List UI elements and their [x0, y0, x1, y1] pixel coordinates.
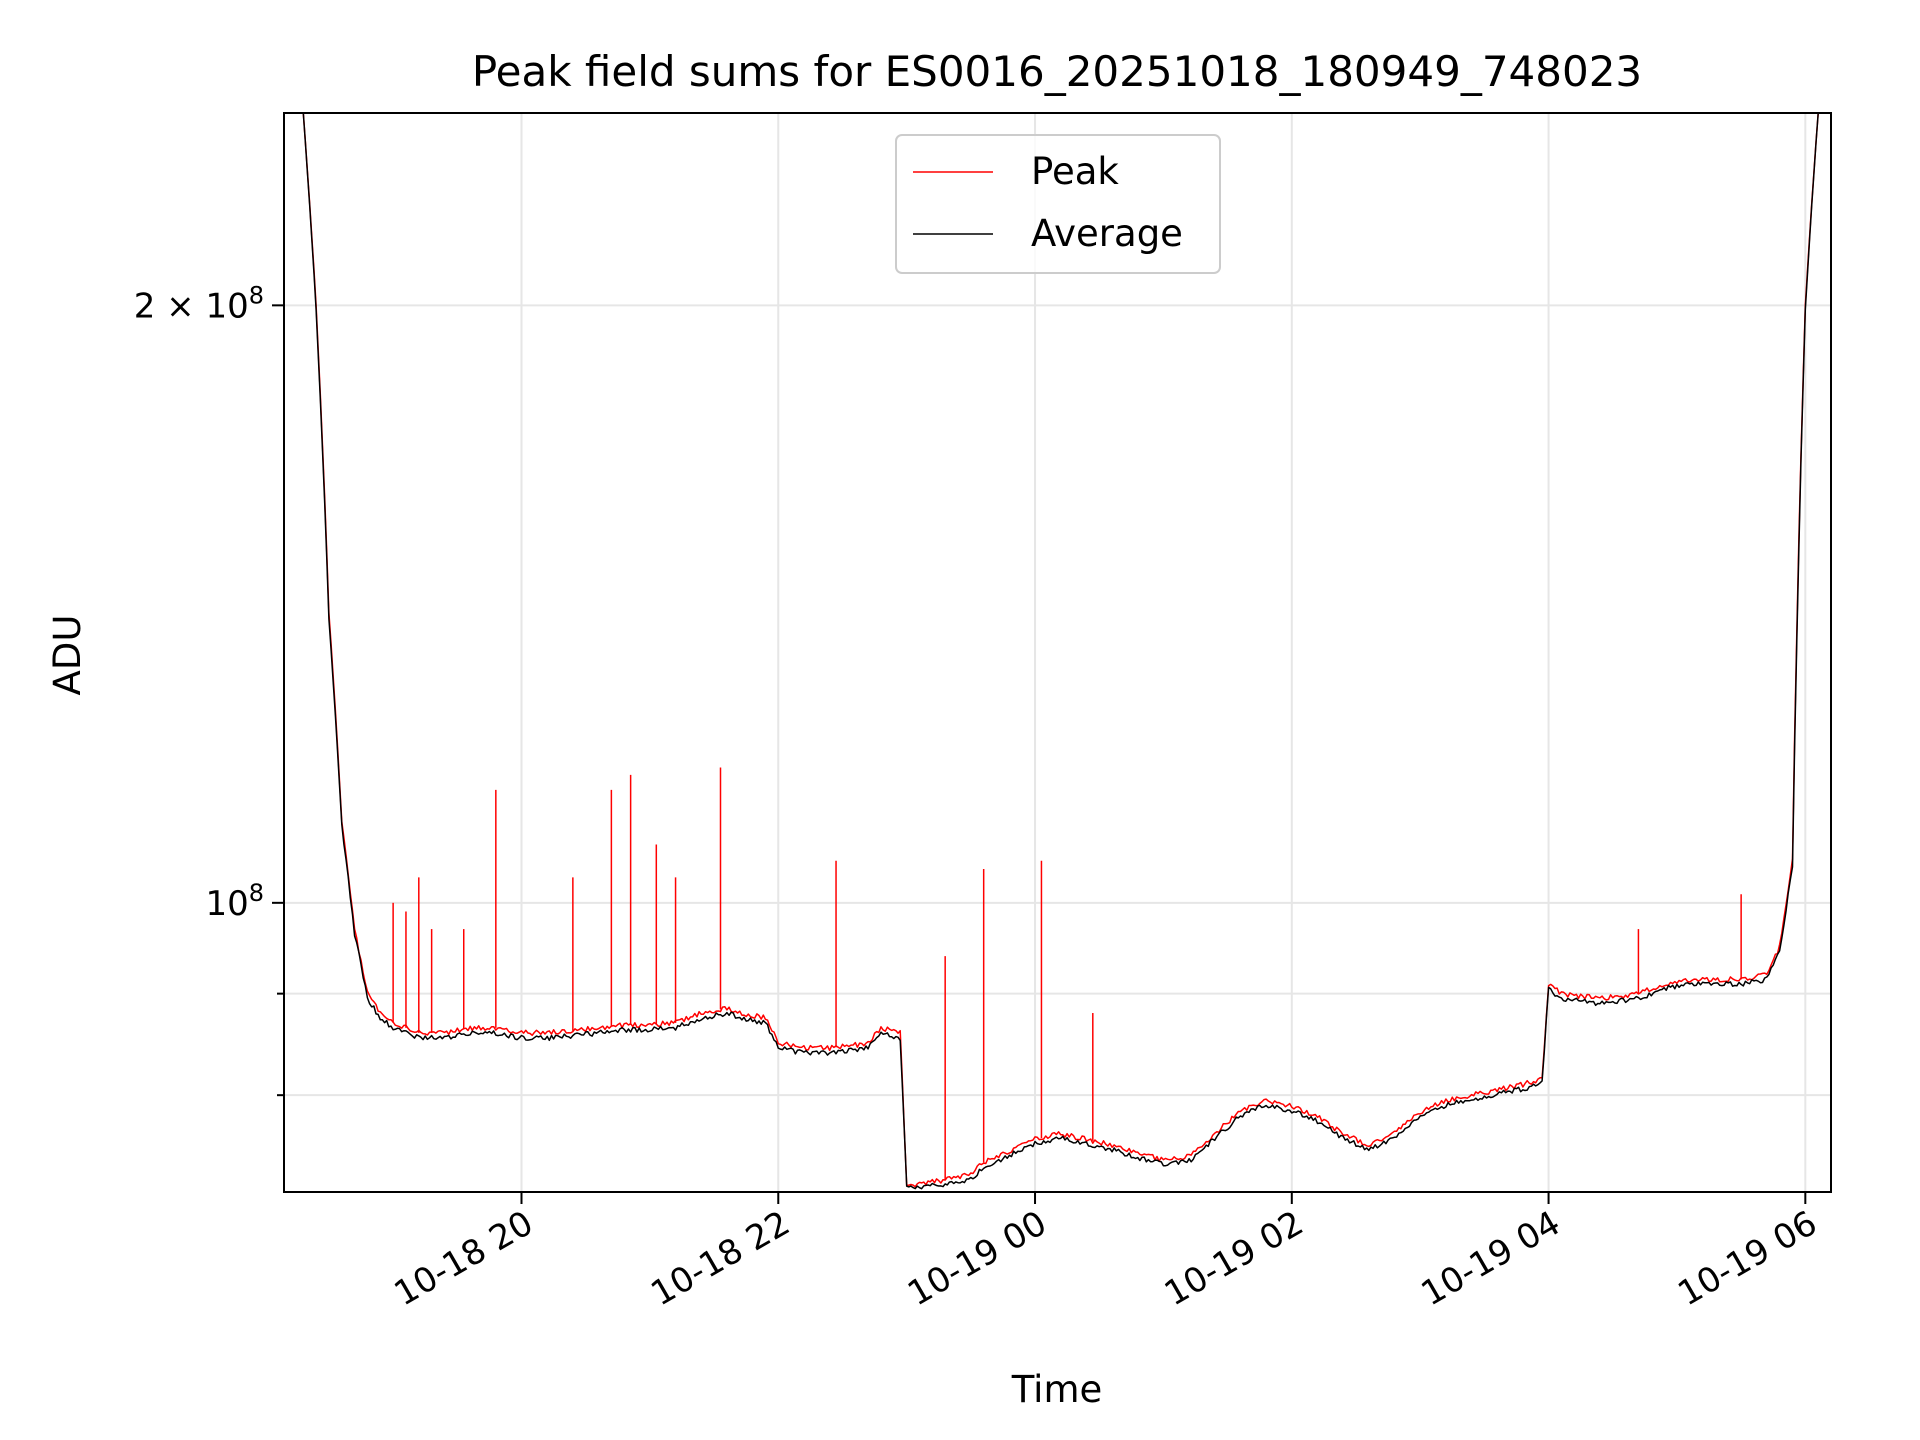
x-axis: 10-18 20 10-18 22 10-19 00 10-19 02 10-19 04…	[388, 1192, 1824, 1314]
plot-background	[284, 113, 1831, 1192]
y-tick-label: 2 × 108	[134, 281, 264, 326]
grid-lines	[284, 113, 1831, 1192]
series-line-average	[284, 113, 1831, 1190]
x-tick-label: 10-19 06	[1671, 1203, 1823, 1314]
legend-box	[895, 134, 1221, 274]
y-tick-label-exponent: 8	[249, 281, 264, 309]
legend-label-average: Average	[1031, 212, 1183, 255]
x-tick-label: 10-19 02	[1158, 1203, 1310, 1314]
legend-label-peak: Peak	[1031, 150, 1119, 193]
y-axis-label: ADU	[46, 615, 89, 696]
y-tick-label-base: 10	[205, 884, 248, 924]
plot-frame	[283, 112, 1832, 1193]
y-tick-label-exponent: 8	[249, 879, 264, 907]
y-tick-label-base: 2 × 10	[134, 286, 249, 326]
x-tick-label: 10-19 00	[901, 1203, 1053, 1314]
chart-title: Peak field sums for ES0016_20251018_1809…	[472, 47, 1642, 96]
series-line-peak	[284, 113, 1831, 1188]
x-tick-label: 10-18 22	[644, 1203, 796, 1314]
series-layer	[284, 113, 1831, 1190]
x-tick-label: 10-19 04	[1415, 1203, 1567, 1314]
x-tick-label: 10-18 20	[388, 1203, 540, 1314]
x-axis-label: Time	[1011, 1368, 1103, 1411]
legend: Peak Average	[895, 134, 1221, 274]
y-tick-label: 108	[205, 879, 264, 924]
